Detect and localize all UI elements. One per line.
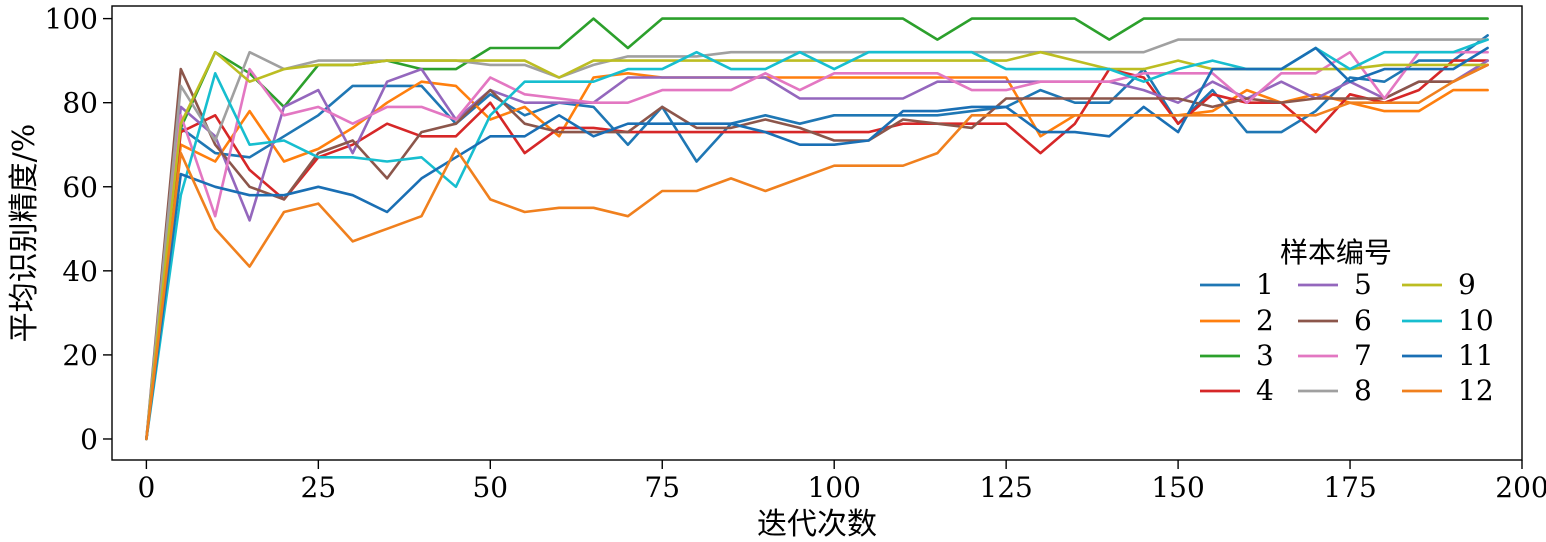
legend-label-2: 2 — [1256, 304, 1274, 337]
legend-label-7: 7 — [1354, 339, 1372, 372]
legend-label-10: 10 — [1458, 304, 1494, 337]
series-line-7 — [145, 50, 1489, 441]
x-tick-label: 75 — [644, 471, 680, 504]
y-tick-label: 20 — [62, 339, 98, 372]
series-line-8 — [145, 38, 1489, 441]
legend-label-4: 4 — [1256, 374, 1274, 407]
legend-label-3: 3 — [1256, 339, 1274, 372]
x-axis-title: 迭代次数 — [757, 507, 877, 542]
x-tick-label: 0 — [137, 471, 155, 504]
series-line-4 — [145, 59, 1489, 441]
legend-label-11: 11 — [1458, 339, 1494, 372]
x-tick-label: 50 — [472, 471, 508, 504]
y-tick-label: 40 — [62, 255, 98, 288]
y-tick-label: 0 — [80, 423, 98, 456]
series-line-12 — [145, 63, 1489, 441]
series-line-11 — [145, 46, 1489, 441]
series-line-5 — [145, 59, 1489, 441]
y-tick-label: 100 — [45, 3, 98, 36]
x-tick-label: 100 — [807, 471, 860, 504]
y-tick-label: 60 — [62, 171, 98, 204]
x-tick-label: 200 — [1495, 471, 1546, 504]
y-axis-title: 平均识别精度/% — [7, 124, 42, 343]
series-lines — [145, 17, 1489, 441]
legend-label-6: 6 — [1354, 304, 1372, 337]
legend-label-8: 8 — [1354, 374, 1372, 407]
legend-label-1: 1 — [1256, 268, 1274, 301]
legend-label-12: 12 — [1458, 374, 1494, 407]
x-tick-label: 150 — [1151, 471, 1204, 504]
x-tick-label: 125 — [979, 471, 1032, 504]
x-tick-label: 175 — [1323, 471, 1376, 504]
series-line-1 — [145, 34, 1489, 441]
legend-label-5: 5 — [1354, 268, 1372, 301]
legend-label-9: 9 — [1458, 268, 1476, 301]
legend-title: 样本编号 — [1280, 236, 1392, 269]
x-tick-label: 25 — [301, 471, 337, 504]
plot-frame — [111, 5, 1523, 461]
y-tick-label: 80 — [62, 87, 98, 120]
